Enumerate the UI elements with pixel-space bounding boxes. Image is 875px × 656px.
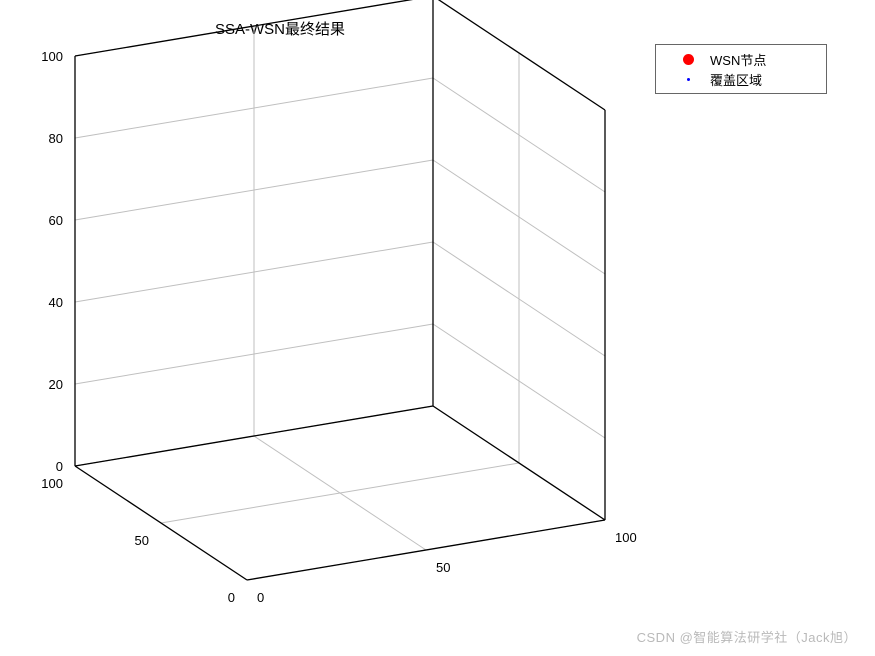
svg-text:40: 40 <box>49 295 63 310</box>
scatter3d-plot: 0 50 100 0 50 100 0 20 40 60 80 100 <box>0 0 875 656</box>
svg-text:50: 50 <box>436 560 450 575</box>
svg-text:60: 60 <box>49 213 63 228</box>
svg-text:100: 100 <box>41 49 63 64</box>
svg-text:100: 100 <box>615 530 637 545</box>
watermark: CSDN @智能算法研学社（Jack旭） <box>637 627 857 646</box>
svg-text:0: 0 <box>228 590 235 605</box>
svg-text:50: 50 <box>135 533 149 548</box>
svg-text:0: 0 <box>257 590 264 605</box>
svg-text:20: 20 <box>49 377 63 392</box>
svg-text:80: 80 <box>49 131 63 146</box>
svg-text:0: 0 <box>56 459 63 474</box>
svg-text:100: 100 <box>41 476 63 491</box>
